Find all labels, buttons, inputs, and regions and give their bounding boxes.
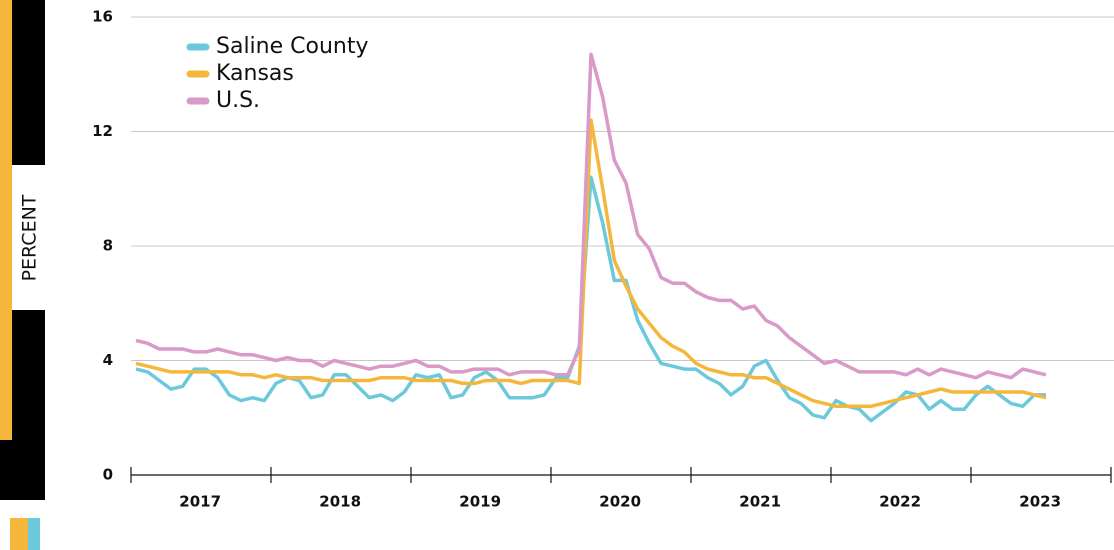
y-axis-label: PERCENT [19, 194, 41, 281]
legend-label: U.S. [216, 88, 260, 113]
decor-block [28, 518, 40, 550]
decor-block [0, 440, 12, 500]
decor-block [10, 518, 28, 550]
series-line [135, 52, 1047, 380]
x-tick-label: 2019 [459, 493, 501, 511]
x-tick-label: 2021 [739, 493, 781, 511]
x-tick-label: 2023 [1019, 493, 1061, 511]
legend-label: Saline County [216, 34, 369, 59]
decor-block [12, 310, 45, 500]
decor-block [12, 0, 45, 165]
y-tick-label: 0 [103, 466, 113, 484]
y-tick-label: 12 [92, 122, 113, 140]
decor-stripe [0, 0, 12, 440]
x-tick-label: 2022 [879, 493, 921, 511]
y-tick-label: 8 [103, 237, 113, 255]
x-tick-label: 2018 [319, 493, 361, 511]
x-tick-label: 2017 [179, 493, 221, 511]
x-tick-label: 2020 [599, 493, 641, 511]
series-line [135, 118, 1047, 409]
legend-label: Kansas [216, 61, 294, 86]
y-tick-label: 4 [103, 351, 113, 369]
series-line [135, 175, 1046, 423]
y-tick-label: 16 [92, 8, 113, 26]
